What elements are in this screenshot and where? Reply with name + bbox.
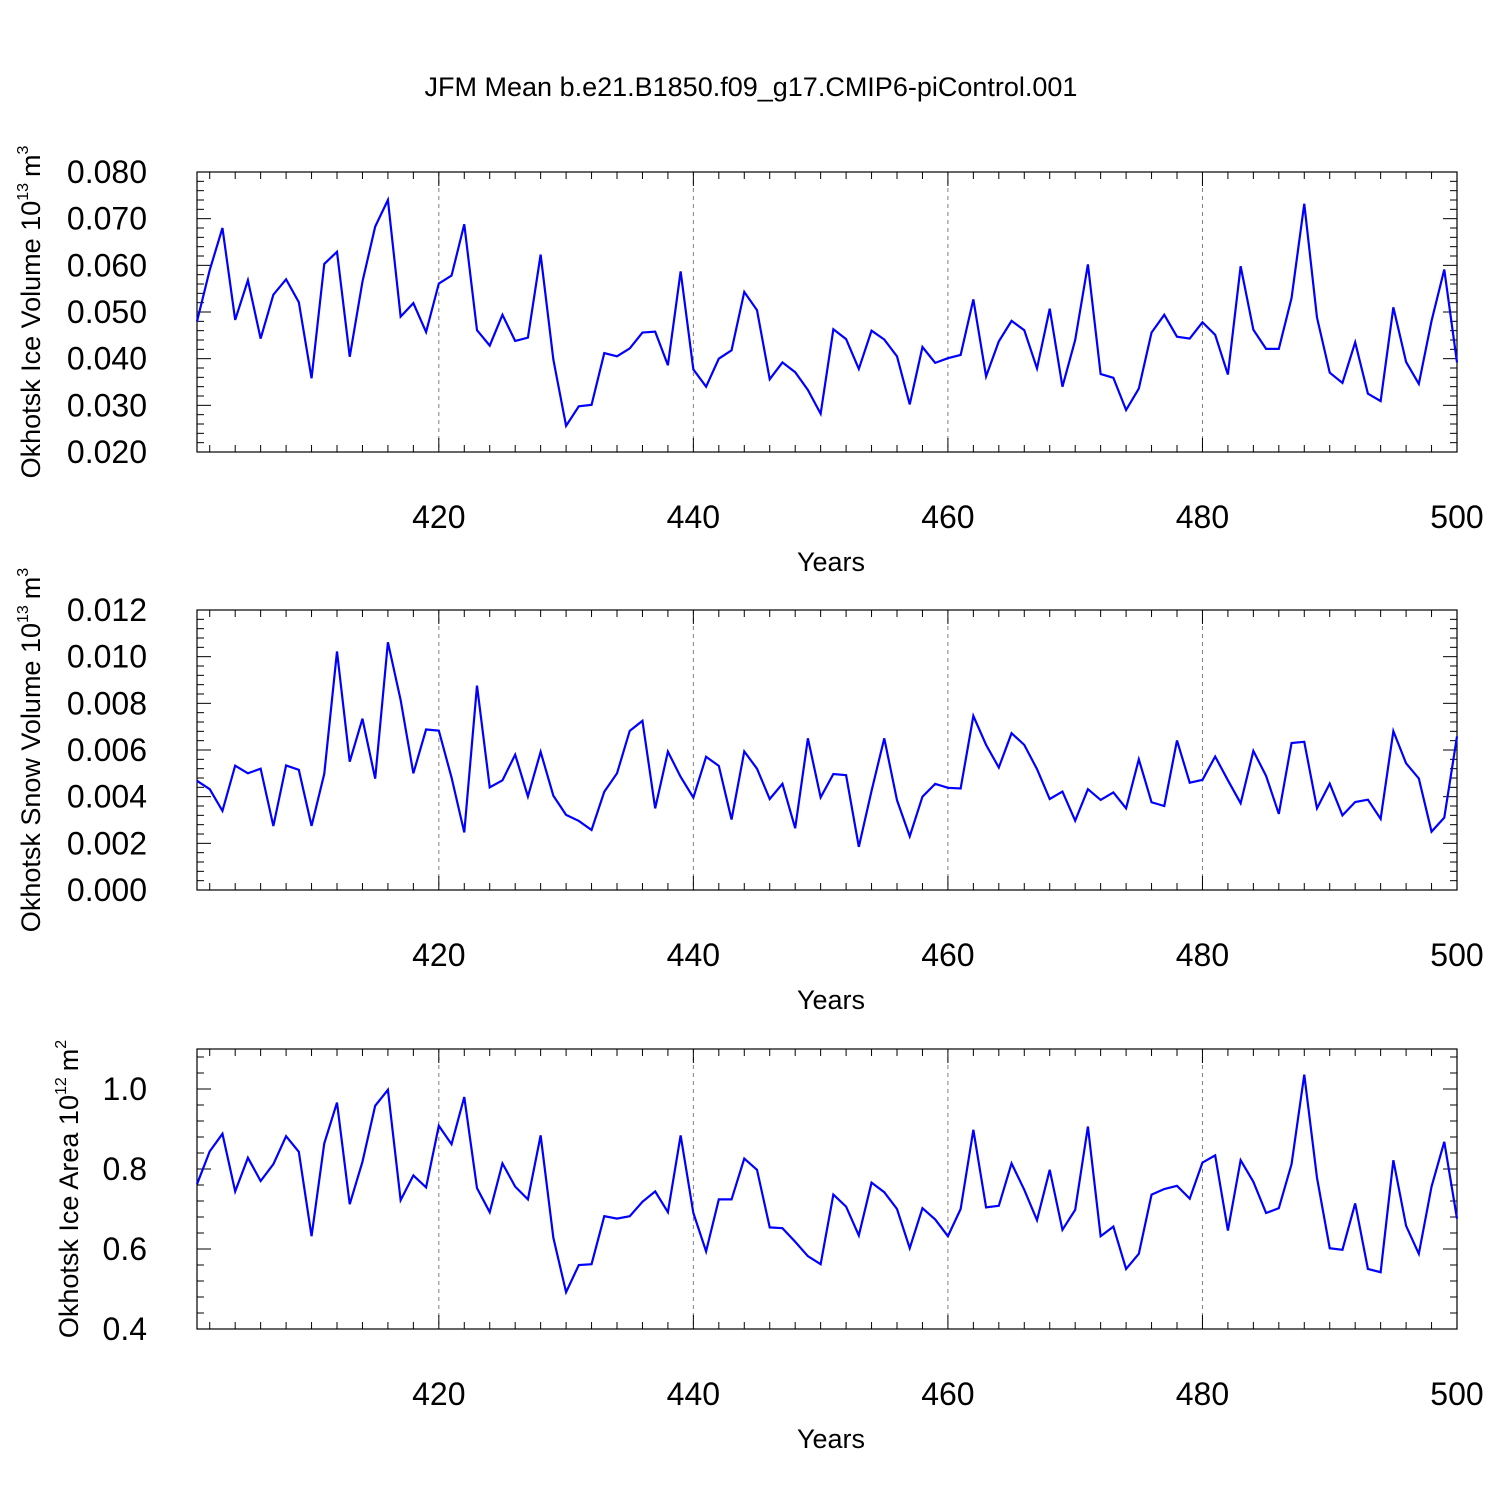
chart-2-ytick-label: 0.002 [67,825,147,861]
ice-area-panel: 0.4 0.6 0.8 1.0 420 440 460 480 500 Years Okhotsk … [53,1040,1484,1454]
chart-2-xtick-label: 420 [412,937,465,973]
chart-2-xtick-label: 460 [921,937,974,973]
chart-1-ytick-label: 0.020 [67,434,147,470]
chart-3-xtick-label: 440 [667,1376,720,1412]
chart-2-ytick-label: 0.008 [67,685,147,721]
chart-2-xtick-label: 440 [667,937,720,973]
chart-1-ytick-label: 0.080 [67,154,147,190]
chart-1-ytick-label: 0.060 [67,247,147,283]
chart-3-ytick-label: 0.8 [103,1151,147,1187]
chart-3-xaxis-title: Years [797,1424,865,1454]
snow-volume-panel: 0.000 0.002 0.004 0.006 0.008 0.010 0.012 420 44… [15,568,1484,1015]
chart-2-series-line [196,641,1459,848]
chart-2-ytick-label: 0.004 [67,779,147,815]
chart-title: JFM Mean b.e21.B1850.f09_g17.CMIP6-piCon… [425,72,1078,102]
chart-1-xtick-label: 460 [921,499,974,535]
chart-2-ytick-label: 0.006 [67,732,147,768]
chart-1-xtick-label: 500 [1430,499,1483,535]
chart-1-ytick-label: 0.030 [67,387,147,423]
chart-2-yaxis-title: Okhotsk Snow Volume 1013m3 [15,568,46,932]
chart-1-ytick-label: 0.040 [67,341,147,377]
chart-2-ytick-label: 0.000 [67,872,147,908]
chart-2-xtick-label: 500 [1430,937,1483,973]
chart-3-plot-frame [196,1048,1458,1330]
chart-1-plot-frame [196,171,1458,453]
chart-2-plot-frame [196,609,1458,891]
chart-1-yaxis-title: Okhotsk Ice Volume 1013m3 [15,145,46,478]
chart-2-ytick-label: 0.012 [67,592,147,628]
chart-2-xaxis-title: Years [797,985,865,1015]
chart-3-ytick-label: 0.6 [103,1231,147,1267]
chart-3-xtick-label: 460 [921,1376,974,1412]
chart-3-xtick-label: 480 [1176,1376,1229,1412]
chart-1-xtick-label: 480 [1176,499,1229,535]
chart-2-ytick-label: 0.010 [67,639,147,675]
chart-3-ytick-label: 0.4 [103,1311,147,1347]
chart-3-xtick-label: 420 [412,1376,465,1412]
chart-1-xtick-label: 440 [667,499,720,535]
chart-2-xtick-label: 480 [1176,937,1229,973]
chart-3-yaxis-title: Okhotsk Ice Area 1012m2 [53,1040,84,1338]
chart-1-ytick-label: 0.070 [67,201,147,237]
chart-1-series-line [195,196,1459,429]
chart-3-xtick-label: 500 [1430,1376,1483,1412]
chart-1-xtick-label: 420 [412,499,465,535]
chart-1-xaxis-title: Years [797,547,865,577]
chart-3-series-line [195,1074,1459,1296]
chart-1-ytick-label: 0.050 [67,294,147,330]
ice-volume-panel: 0.020 0.030 0.040 0.050 0.060 0.070 0.080 420 44… [15,145,1484,577]
chart-3-ytick-label: 1.0 [103,1071,147,1107]
